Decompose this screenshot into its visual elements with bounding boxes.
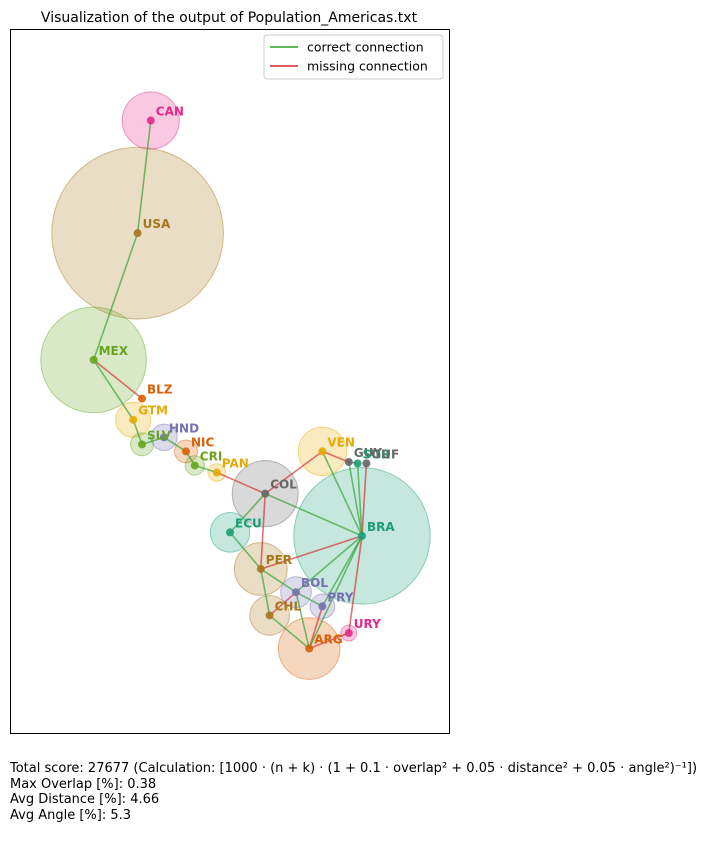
missing-connection-col-ven <box>264 450 323 495</box>
correct-connection-bra-arg <box>308 535 363 649</box>
country-points <box>89 116 371 653</box>
country-point-blz <box>138 394 146 403</box>
country-label-guf: GUF <box>371 447 399 461</box>
missing-connection-per-bra <box>260 535 363 570</box>
missing-connection-mex-blz <box>93 359 143 400</box>
max-overlap: Max Overlap [%]: 0.38 <box>10 776 157 792</box>
country-label-blz: BLZ <box>147 383 173 397</box>
correct-connection-bra-bol <box>295 535 363 593</box>
avg-distance: Avg Distance [%]: 4.66 <box>10 792 160 807</box>
correct-connection-guy-bra <box>348 461 363 537</box>
country-label-chl: CHL <box>275 599 302 613</box>
total-score-line: Total score: 27677 (Calculation: [1000 ·… <box>10 761 698 776</box>
country-point-chl <box>265 611 274 620</box>
country-label-pry: PRY <box>327 590 353 604</box>
correct-connection-chl-arg <box>269 614 310 650</box>
country-label-guy: GUY <box>354 446 383 460</box>
country-point-guf <box>362 459 371 468</box>
country-labels: CANUSAMEXBLZGTMSLVHNDNICCRIPANCOLECUVENG… <box>99 105 400 647</box>
country-point-gtm <box>129 415 138 424</box>
country-point-cri <box>190 461 199 470</box>
population-circles <box>40 91 431 680</box>
correct-connection-usa-mex <box>92 232 139 361</box>
legend-missing-label: missing connection <box>307 59 428 74</box>
country-point-pan <box>212 468 221 477</box>
country-label-cri: CRI <box>200 449 223 463</box>
country-label-ecu: ECU <box>235 516 262 530</box>
correct-connection-mex-gtm <box>92 359 134 421</box>
country-label-hnd: HND <box>169 421 199 435</box>
country-point-slv <box>138 440 146 449</box>
score-summary: Total score: 27677 (Calculation: [1000 ·… <box>10 761 697 823</box>
country-point-col <box>261 489 270 498</box>
correct-connection-ecu-per <box>229 531 262 570</box>
correct-connection-bol-pry <box>295 591 323 607</box>
country-point-bol <box>292 588 300 597</box>
country-label-col: COL <box>270 478 297 492</box>
country-point-bra <box>358 531 366 540</box>
country-point-arg <box>305 644 314 653</box>
correct-connection-bol-arg <box>295 592 310 649</box>
country-point-hnd <box>160 433 168 442</box>
country-label-pan: PAN <box>222 457 249 471</box>
correct-connection-gtm-slv <box>132 419 143 445</box>
country-label-bol: BOL <box>301 576 328 590</box>
country-label-can: CAN <box>156 105 184 119</box>
country-label-gtm: GTM <box>138 404 168 418</box>
missing-connection-pry-arg <box>308 606 324 649</box>
country-label-sur: SUR <box>363 447 391 461</box>
country-label-arg: ARG <box>314 633 342 647</box>
country-label-nic: NIC <box>191 435 215 449</box>
correct-connection-sur-bra <box>356 463 363 536</box>
avg-angle: Avg Angle [%]: 5.3 <box>10 807 132 823</box>
missing-connection-pan-col <box>216 471 266 495</box>
country-point-ecu <box>226 528 234 537</box>
missing-connection-arg-ury <box>308 632 350 650</box>
correct-connection-bra-pry <box>321 535 363 607</box>
connection-lines <box>92 120 368 650</box>
country-point-pry <box>318 602 327 611</box>
country-point-mex <box>89 355 98 364</box>
country-point-per <box>256 564 265 573</box>
chart: Visualization of the output of Populatio… <box>10 10 450 734</box>
missing-connection-bol-chl <box>269 591 297 617</box>
country-point-ury <box>344 629 353 638</box>
correct-connection-hnd-nic <box>163 436 187 453</box>
missing-connection-guf-bra <box>361 463 368 536</box>
country-point-ven <box>318 447 327 456</box>
country-point-usa <box>133 229 142 238</box>
country-point-sur <box>353 459 362 468</box>
chart-title: Visualization of the output of Populatio… <box>41 10 418 26</box>
missing-connection-bra-ury <box>348 535 363 634</box>
correct-connection-per-bol <box>260 568 297 593</box>
country-point-can <box>146 116 155 125</box>
legend-box <box>263 34 444 80</box>
country-point-nic <box>182 447 190 456</box>
correct-connection-col-bra <box>264 492 363 537</box>
country-label-ven: VEN <box>327 435 355 449</box>
plot-frame <box>10 29 450 734</box>
country-label-slv: SLV <box>147 428 172 442</box>
correct-connection-per-chl <box>260 568 271 616</box>
country-label-usa: USA <box>143 217 171 231</box>
country-label-per: PER <box>266 553 292 567</box>
country-label-mex: MEX <box>99 344 129 358</box>
legend-correct-label: correct connection <box>307 40 424 55</box>
correct-connection-ven-bra <box>321 451 363 537</box>
missing-connection-guy-ven <box>322 450 350 463</box>
country-label-ury: URY <box>354 617 381 631</box>
correct-connection-can-usa <box>136 120 152 234</box>
correct-connection-col-ecu <box>229 493 266 533</box>
missing-connection-col-per <box>260 493 266 570</box>
country-label-bra: BRA <box>367 520 395 534</box>
legend: correct connection missing connection <box>263 34 444 80</box>
country-point-guy <box>344 457 353 466</box>
